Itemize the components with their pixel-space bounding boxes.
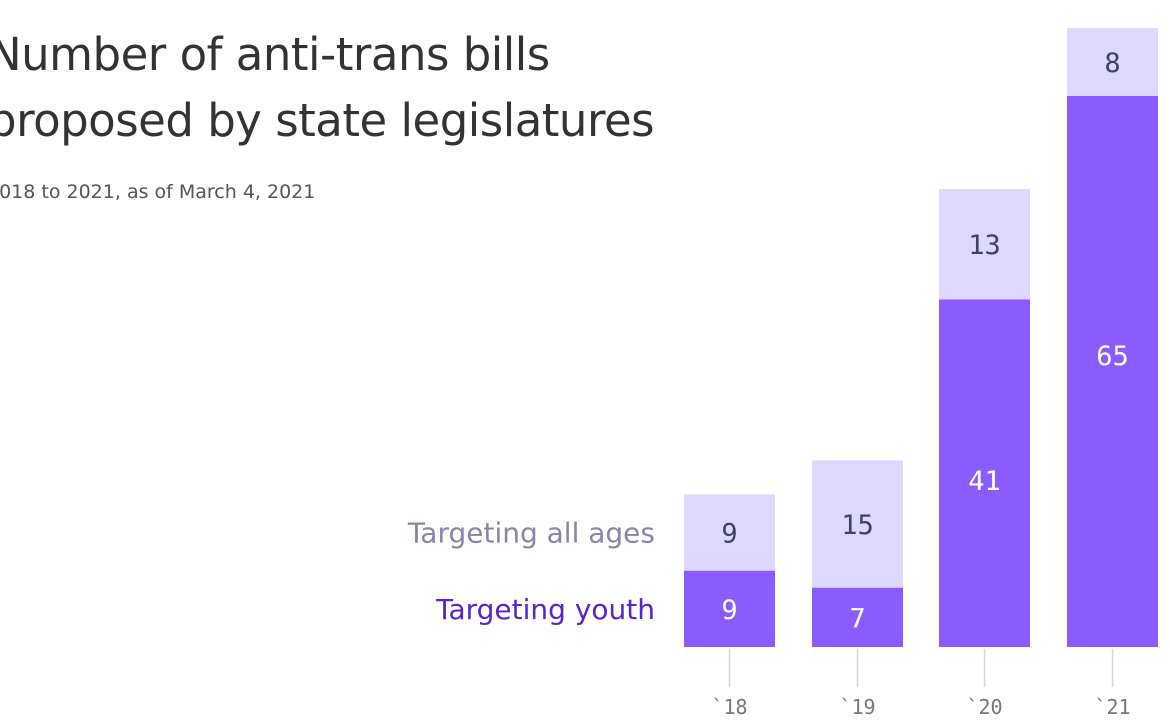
data-label-all-ages-1: 15 — [841, 510, 874, 541]
data-label-youth-2: 41 — [968, 466, 1001, 497]
data-label-all-ages-0: 9 — [721, 519, 737, 550]
chart-title: Number of anti-trans bills proposed by s… — [0, 28, 655, 147]
x-tick-label-1: `19 — [839, 695, 875, 719]
bar-all-ages-2 — [939, 189, 1030, 300]
data-label-all-ages-3: 8 — [1104, 48, 1120, 79]
x-tick-label-3: `21 — [1094, 695, 1130, 719]
legend-all-ages: Targeting all ages — [407, 517, 655, 550]
bar-youth-0 — [684, 570, 775, 647]
bar-all-ages-1 — [812, 460, 903, 588]
data-label-youth-3: 65 — [1096, 341, 1129, 372]
data-label-youth-0: 9 — [721, 595, 737, 626]
bar-youth-3 — [1067, 95, 1158, 648]
bar-youth-1 — [812, 587, 903, 647]
data-label-youth-1: 7 — [849, 603, 865, 634]
bar-youth-2 — [939, 299, 1030, 647]
chart-subtitle: 2018 to 2021, as of March 4, 2021 — [0, 181, 316, 203]
x-tick-label-0: `18 — [711, 695, 747, 719]
data-label-all-ages-2: 13 — [968, 230, 1001, 261]
x-tick-label-2: `20 — [966, 695, 1002, 719]
bar-all-ages-3 — [1067, 27, 1158, 96]
bar-all-ages-0 — [684, 494, 775, 571]
legend-youth: Targeting youth — [435, 593, 655, 626]
